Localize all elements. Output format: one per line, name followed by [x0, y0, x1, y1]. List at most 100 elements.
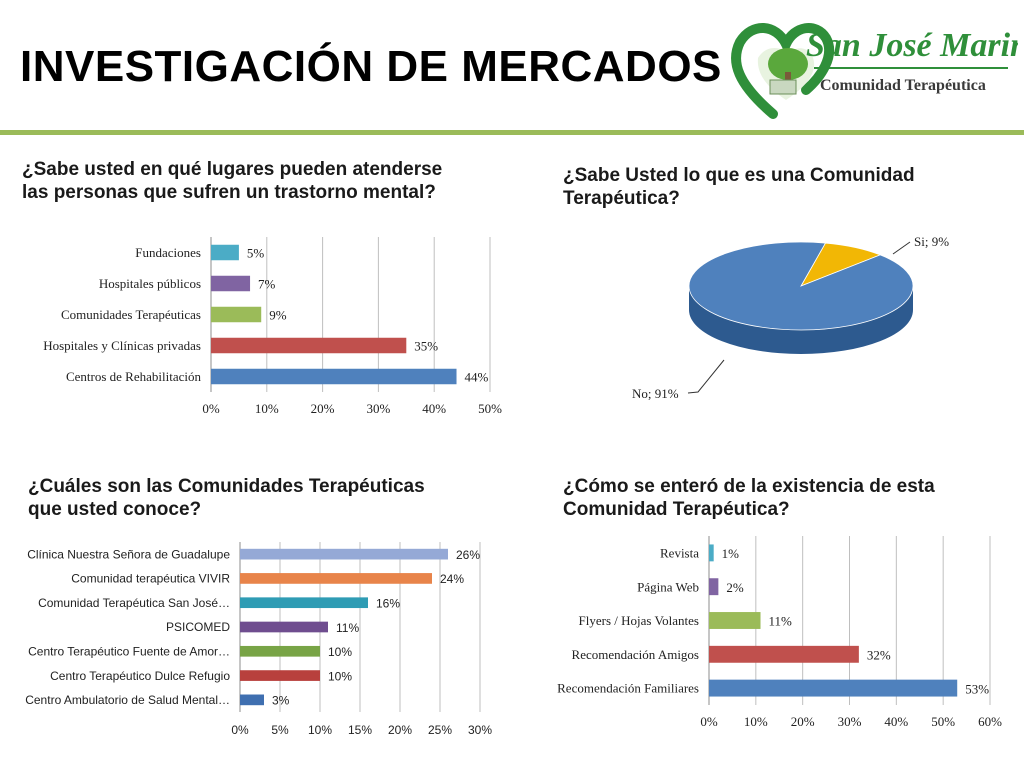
c1-bar	[211, 368, 457, 385]
c3-bar	[240, 597, 368, 609]
c2-pie-side	[689, 286, 913, 354]
c3-tick-label: 5%	[271, 723, 289, 737]
c4-category-label: Revista	[660, 545, 699, 560]
c1-bar	[211, 275, 251, 292]
c3-bar	[240, 670, 320, 681]
page-title: INVESTIGACIÓN DE MERCADOS	[20, 42, 722, 91]
question-2: ¿Sabe Usted lo que es una Comunidad Tera…	[563, 164, 915, 210]
c1-data-label: 44%	[465, 370, 489, 385]
c4-bar	[709, 544, 714, 562]
c3-tick-label: 30%	[468, 723, 492, 737]
c1-tick-label: 50%	[478, 401, 502, 416]
c1-tick-label: 10%	[255, 401, 279, 416]
question-4-line-1: ¿Cómo se enteró de la existencia de esta	[563, 476, 935, 497]
c3-bar	[240, 548, 448, 560]
question-1: ¿Sabe usted en qué lugares pueden atende…	[22, 158, 442, 204]
c4-bar	[709, 679, 958, 697]
c2-leader-line	[687, 359, 725, 394]
heart-icon	[731, 23, 835, 119]
c1-tick-label: 0%	[202, 401, 220, 416]
c4-tick-label: 10%	[744, 714, 768, 729]
c1-tick-label: 20%	[311, 401, 335, 416]
c1-bar	[211, 244, 239, 261]
question-2-line-2: Terapéutica?	[563, 188, 680, 209]
c1-data-label: 9%	[269, 308, 287, 323]
c3-tick-label: 20%	[388, 723, 412, 737]
c1-category-label: Hospitales públicos	[99, 276, 201, 291]
c4-data-label: 1%	[722, 546, 740, 561]
c4-category-label: Flyers / Hojas Volantes	[579, 613, 700, 628]
c4-tick-label: 40%	[884, 714, 908, 729]
c3-category-label: Centro Ambulatorio de Salud Mental…	[25, 693, 230, 707]
c4-category-label: Recomendación Amigos	[572, 647, 699, 662]
c3-category-label: Centro Terapéutico Fuente de Amor…	[28, 644, 230, 658]
house-icon	[769, 79, 797, 95]
c3-data-label: 26%	[456, 548, 480, 562]
question-4-line-2: Comunidad Terapéutica?	[563, 499, 790, 520]
c3-data-label: 16%	[376, 597, 400, 611]
title-divider	[0, 130, 1024, 135]
c1-category-label: Centros de Rehabilitación	[66, 369, 202, 384]
c3-bar	[240, 694, 264, 706]
c3-data-label: 11%	[336, 621, 359, 635]
c2-data-label: Si; 9%	[914, 234, 949, 249]
question-1-line-2: las personas que sufren un trastorno men…	[22, 182, 436, 203]
c3-bar	[240, 621, 328, 633]
c4-category-label: Página Web	[637, 579, 699, 594]
c4-data-label: 32%	[867, 648, 891, 663]
c3-category-label: Comunidad Terapéutica San José…	[38, 596, 230, 610]
logo-tagline: Comunidad Terapéutica	[820, 77, 986, 94]
c2-pie-slice	[688, 241, 914, 331]
question-3-line-2: que usted conoce?	[28, 499, 202, 520]
c4-tick-label: 30%	[838, 714, 862, 729]
san-jose-marina-logo: San José Marina Comunidad Terapéutica	[731, 23, 1018, 119]
c4-bar	[709, 612, 761, 629]
question-3: ¿Cuáles son las Comunidades Terapéuticas…	[28, 475, 425, 521]
c1-category-label: Fundaciones	[135, 245, 201, 260]
c3-tick-label: 10%	[308, 723, 332, 737]
c4-tick-label: 0%	[700, 714, 718, 729]
c1-tick-label: 30%	[366, 401, 390, 416]
c3-bar	[240, 645, 320, 657]
c3-bar	[240, 573, 432, 584]
c4-data-label: 53%	[965, 681, 989, 696]
c3-data-label: 10%	[328, 645, 352, 659]
c4-tick-label: 20%	[791, 714, 815, 729]
question-1-line-1: ¿Sabe usted en qué lugares pueden atende…	[22, 159, 443, 180]
c1-data-label: 7%	[258, 277, 276, 292]
c2-leader-line	[892, 241, 911, 255]
c1-tick-label: 40%	[422, 401, 446, 416]
c4-tick-label: 60%	[978, 714, 1002, 729]
c4-data-label: 2%	[726, 580, 744, 595]
c1-category-label: Hospitales y Clínicas privadas	[43, 338, 201, 353]
c1-bar	[211, 337, 407, 354]
c4-data-label: 11%	[769, 614, 793, 629]
c1-bar	[211, 306, 262, 323]
c3-data-label: 10%	[328, 669, 352, 683]
question-3-line-1: ¿Cuáles son las Comunidades Terapéuticas	[28, 476, 425, 497]
c1-data-label: 35%	[414, 339, 438, 354]
c1-category-label: Comunidades Terapéuticas	[61, 307, 201, 322]
c4-tick-label: 50%	[931, 714, 955, 729]
c3-category-label: Centro Terapéutico Dulce Refugio	[50, 669, 230, 683]
c3-category-label: PSICOMED	[166, 620, 230, 634]
c1-data-label: 5%	[247, 246, 265, 261]
c4-bar	[709, 578, 719, 596]
c3-data-label: 24%	[440, 572, 464, 586]
c3-category-label: Comunidad terapéutica VIVIR	[71, 572, 230, 586]
c3-tick-label: 15%	[348, 723, 372, 737]
tree-icon	[768, 48, 808, 80]
question-2-line-1: ¿Sabe Usted lo que es una Comunidad	[563, 165, 915, 186]
c3-tick-label: 0%	[231, 723, 249, 737]
c3-data-label: 3%	[272, 694, 290, 708]
c4-bar	[709, 645, 859, 663]
c3-category-label: Clínica Nuestra Señora de Guadalupe	[27, 547, 230, 561]
c3-tick-label: 25%	[428, 723, 452, 737]
c4-category-label: Recomendación Familiares	[557, 681, 699, 696]
logo-name: San José Marina	[806, 27, 1018, 64]
c2-data-label: No; 91%	[632, 386, 679, 401]
